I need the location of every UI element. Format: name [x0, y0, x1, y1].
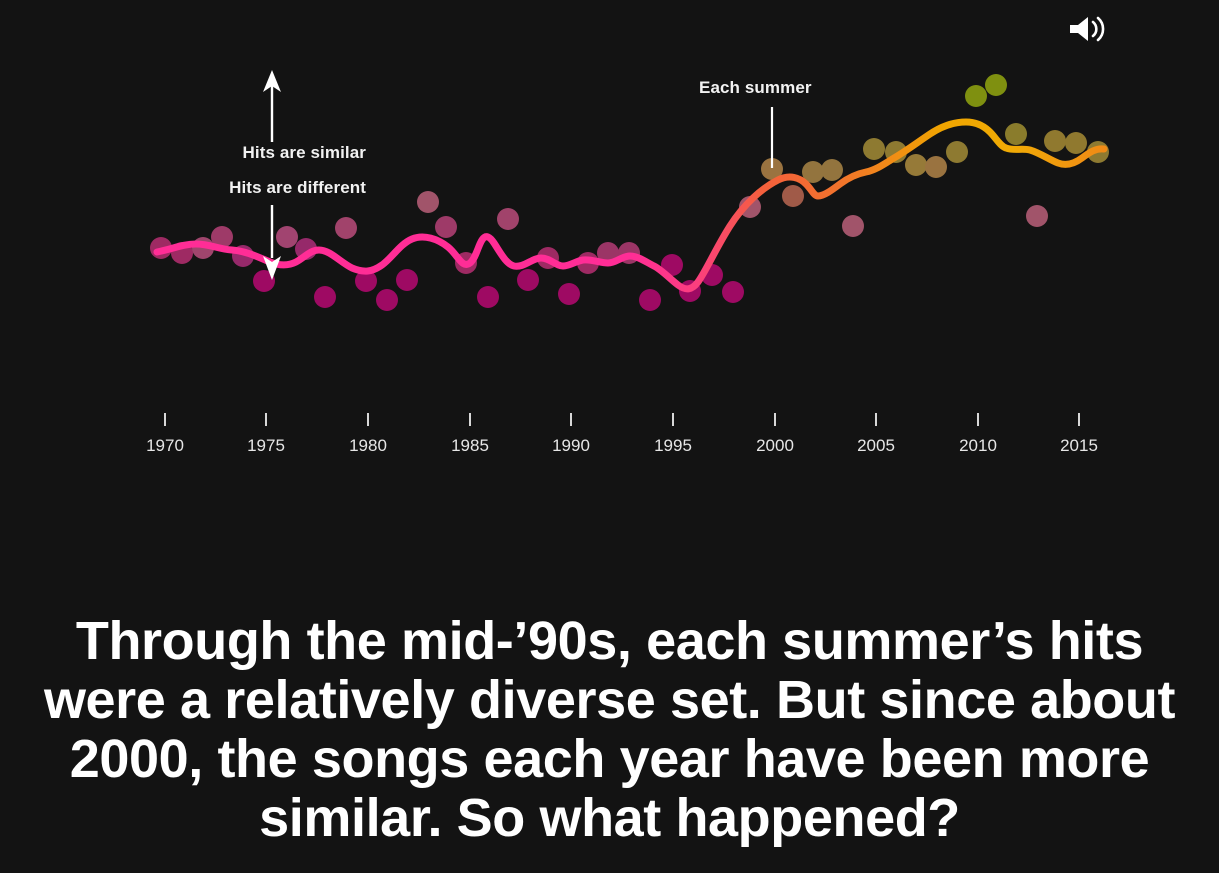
- annotation-each-summer: Each summer: [699, 78, 812, 97]
- axis-tick-label: 1975: [247, 436, 285, 455]
- axis-tick-label: 2015: [1060, 436, 1098, 455]
- axis-tick-label: 1970: [146, 436, 184, 455]
- scatter-dot[interactable]: [355, 270, 377, 292]
- scatter-dot[interactable]: [761, 158, 783, 180]
- scatter-dot[interactable]: [842, 215, 864, 237]
- sound-toggle-button[interactable]: [1062, 8, 1110, 52]
- scatter-dot[interactable]: [477, 286, 499, 308]
- scatter-dot[interactable]: [211, 226, 233, 248]
- scatter-dot[interactable]: [661, 254, 683, 276]
- scatter-dot[interactable]: [517, 269, 539, 291]
- axis-tick-label: 1995: [654, 436, 692, 455]
- scatter-dot[interactable]: [985, 74, 1007, 96]
- axis-tick-label: 2010: [959, 436, 997, 455]
- scatter-dot[interactable]: [376, 289, 398, 311]
- similarity-chart: Hits are similar Hits are different Each…: [146, 70, 1109, 455]
- scatter-dot[interactable]: [863, 138, 885, 160]
- scatter-dot[interactable]: [965, 85, 987, 107]
- scatter-dot[interactable]: [639, 289, 661, 311]
- scatter-dot[interactable]: [396, 269, 418, 291]
- scatter-dot[interactable]: [314, 286, 336, 308]
- axis-tick-label: 1980: [349, 436, 387, 455]
- arrow-down-icon: [263, 205, 281, 280]
- scatter-dot[interactable]: [1005, 123, 1027, 145]
- scatter-dot[interactable]: [276, 226, 298, 248]
- axis-tick-label: 2005: [857, 436, 895, 455]
- axis-tick-label: 1990: [552, 436, 590, 455]
- scatter-dot[interactable]: [722, 281, 744, 303]
- scatter-dot[interactable]: [1026, 205, 1048, 227]
- scatter-dot[interactable]: [435, 216, 457, 238]
- axis-tick-label: 2000: [756, 436, 794, 455]
- scatter-dot[interactable]: [802, 161, 824, 183]
- scatter-dot[interactable]: [946, 141, 968, 163]
- scatter-dot[interactable]: [1044, 130, 1066, 152]
- scatter-dot[interactable]: [782, 185, 804, 207]
- annotation-hits-similar: Hits are similar: [242, 143, 366, 162]
- scatter-dot[interactable]: [497, 208, 519, 230]
- arrow-up-icon: [263, 70, 281, 142]
- scatter-dot[interactable]: [1065, 132, 1087, 154]
- speaker-on-icon: [1066, 14, 1106, 47]
- annotation-hits-different: Hits are different: [229, 178, 366, 197]
- axis-ticks: [164, 413, 1080, 426]
- trend-line: [153, 118, 1108, 293]
- scatter-dot[interactable]: [417, 191, 439, 213]
- scatter-dot[interactable]: [335, 217, 357, 239]
- scatter-dot[interactable]: [558, 283, 580, 305]
- axis-tick-label: 1985: [451, 436, 489, 455]
- scatter-dot[interactable]: [905, 154, 927, 176]
- page-headline: Through the mid-’90s, each summer’s hits…: [43, 611, 1176, 848]
- chart-canvas: [150, 70, 1109, 426]
- scatter-dot[interactable]: [925, 156, 947, 178]
- scatter-dot[interactable]: [253, 270, 275, 292]
- scatter-dot[interactable]: [821, 159, 843, 181]
